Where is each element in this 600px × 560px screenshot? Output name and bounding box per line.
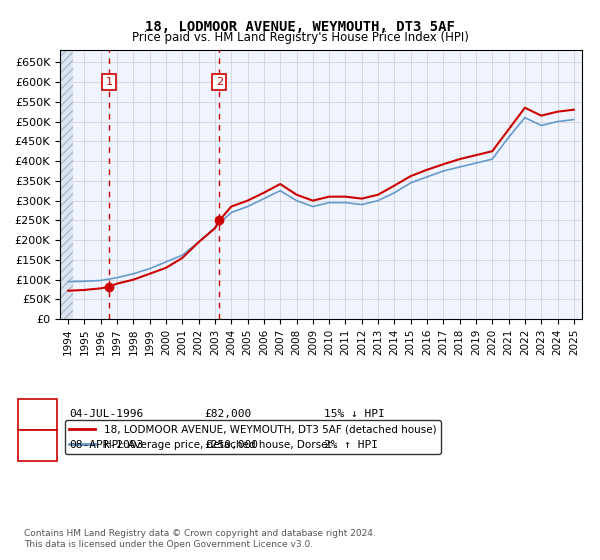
Text: Contains HM Land Registry data © Crown copyright and database right 2024.
This d: Contains HM Land Registry data © Crown c…	[24, 529, 376, 549]
Text: 1: 1	[106, 77, 112, 87]
Bar	[60, 50, 73, 319]
Text: 15% ↓ HPI: 15% ↓ HPI	[324, 409, 385, 419]
Text: 1: 1	[34, 409, 41, 419]
Text: 2: 2	[34, 440, 41, 450]
Text: 2: 2	[216, 77, 223, 87]
Text: 2% ↑ HPI: 2% ↑ HPI	[324, 440, 378, 450]
Text: £82,000: £82,000	[204, 409, 251, 419]
Text: 18, LODMOOR AVENUE, WEYMOUTH, DT3 5AF: 18, LODMOOR AVENUE, WEYMOUTH, DT3 5AF	[145, 20, 455, 34]
Text: 08-APR-2003: 08-APR-2003	[69, 440, 143, 450]
Legend: 18, LODMOOR AVENUE, WEYMOUTH, DT3 5AF (detached house), HPI: Average price, deta: 18, LODMOOR AVENUE, WEYMOUTH, DT3 5AF (d…	[65, 420, 440, 454]
Text: £250,000: £250,000	[204, 440, 258, 450]
Text: 04-JUL-1996: 04-JUL-1996	[69, 409, 143, 419]
Text: Price paid vs. HM Land Registry's House Price Index (HPI): Price paid vs. HM Land Registry's House …	[131, 31, 469, 44]
